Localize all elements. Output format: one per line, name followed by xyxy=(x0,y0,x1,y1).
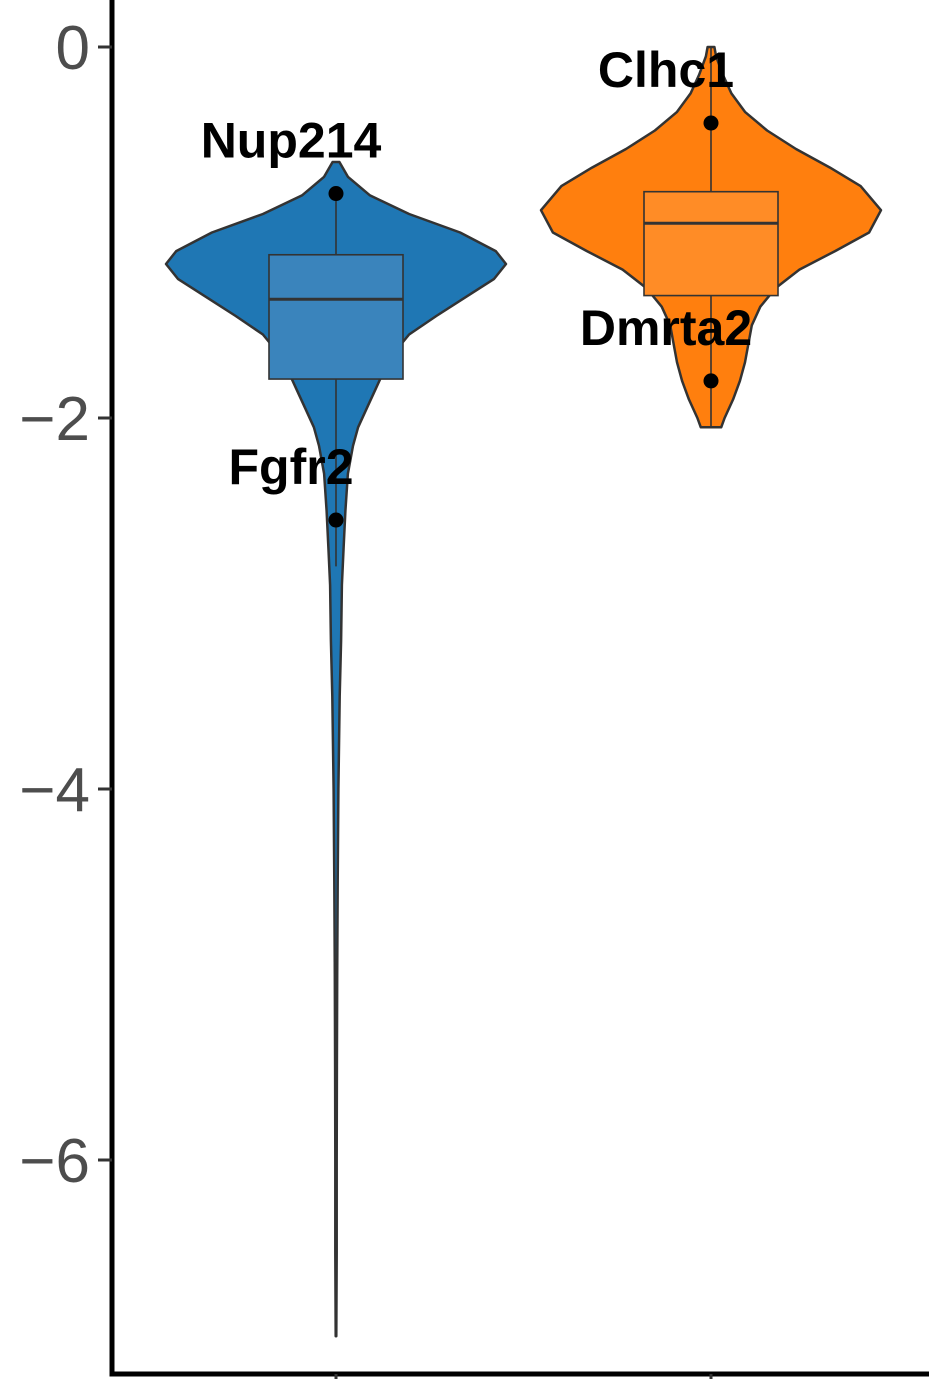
point-label: Clhc1 xyxy=(598,42,734,98)
y-tick-label: −4 xyxy=(19,756,90,825)
point-label: Fgfr2 xyxy=(229,439,354,495)
violin-group-1 xyxy=(164,160,508,1338)
point-label-layer: Nup214 Fgfr2 Clhc1 Dmrta2 xyxy=(201,42,752,495)
iqr-box xyxy=(268,253,404,380)
highlight-point xyxy=(328,512,344,528)
axes-layer: 0 −2 −4 −6 xyxy=(19,0,929,1379)
y-tick-label: −2 xyxy=(19,385,90,454)
violin-layer xyxy=(164,45,883,1338)
highlight-point xyxy=(703,373,719,389)
iqr-box xyxy=(643,190,779,297)
point-label: Dmrta2 xyxy=(580,300,752,356)
violin-group-2 xyxy=(539,45,883,429)
y-tick-label: −6 xyxy=(19,1127,90,1196)
y-tick-label: 0 xyxy=(56,14,90,83)
highlight-point xyxy=(328,186,344,202)
highlight-point xyxy=(703,115,719,131)
violin-shape xyxy=(164,160,508,1338)
point-label: Nup214 xyxy=(201,113,382,169)
